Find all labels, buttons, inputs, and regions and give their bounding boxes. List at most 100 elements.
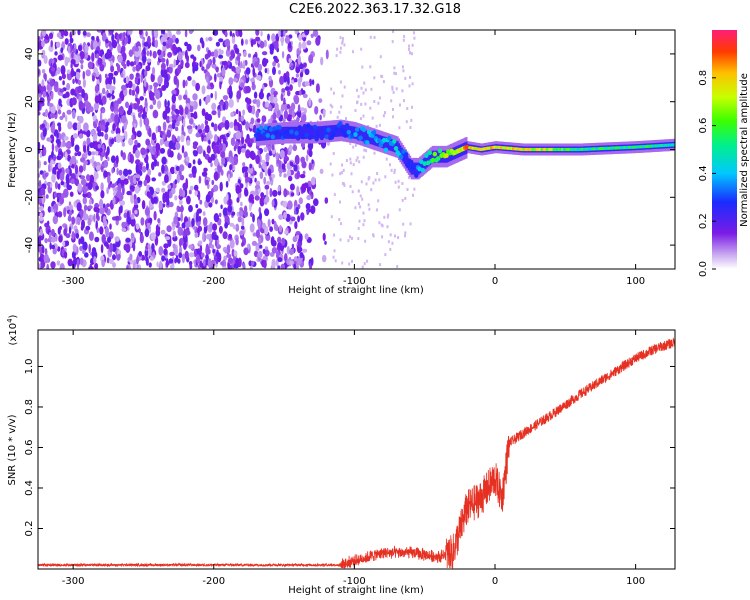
noise-speck xyxy=(211,122,215,128)
noise-speck xyxy=(102,87,106,95)
noise-speck xyxy=(214,199,218,205)
noise-speck xyxy=(146,50,150,57)
noise-speck xyxy=(65,114,68,122)
noise-speck xyxy=(349,235,351,239)
noise-speck xyxy=(199,199,203,205)
noise-speck xyxy=(184,250,189,260)
noise-speck xyxy=(260,192,265,198)
noise-speck xyxy=(338,218,341,221)
noise-speck xyxy=(87,218,92,226)
noise-speck xyxy=(192,173,196,178)
noise-speck xyxy=(39,228,44,236)
signal-point xyxy=(343,133,348,138)
noise-speck xyxy=(135,97,138,102)
noise-speck xyxy=(99,207,105,215)
noise-speck xyxy=(161,156,167,165)
noise-speck xyxy=(233,250,238,257)
noise-speck xyxy=(281,51,285,59)
noise-speck xyxy=(262,163,266,170)
noise-speck xyxy=(74,58,80,65)
signal-band xyxy=(260,128,263,141)
noise-speck xyxy=(85,225,91,231)
noise-speck xyxy=(103,241,109,247)
noise-speck xyxy=(133,198,138,206)
noise-speck xyxy=(109,223,112,230)
signal-point xyxy=(436,156,441,161)
noise-speck xyxy=(354,143,357,147)
noise-speck xyxy=(72,48,76,54)
noise-speck xyxy=(289,260,294,265)
noise-speck xyxy=(300,156,306,164)
signal-point xyxy=(371,130,377,135)
noise-speck xyxy=(175,142,181,151)
noise-speck xyxy=(303,62,307,68)
noise-speck xyxy=(303,37,306,42)
noise-speck xyxy=(97,144,102,149)
noise-speck xyxy=(151,161,155,171)
noise-speck xyxy=(122,31,126,38)
noise-speck xyxy=(309,78,312,87)
noise-speck xyxy=(275,152,279,160)
noise-speck xyxy=(373,36,376,39)
noise-speck xyxy=(159,147,166,154)
noise-speck xyxy=(254,195,260,201)
noise-speck xyxy=(136,256,139,265)
signal-band xyxy=(303,126,306,139)
x-tick-label: 0 xyxy=(492,276,498,287)
noise-speck xyxy=(127,169,132,175)
noise-speck xyxy=(362,155,365,159)
noise-speck xyxy=(365,182,368,186)
noise-speck xyxy=(185,156,190,163)
noise-speck xyxy=(107,92,112,98)
noise-speck xyxy=(402,65,404,69)
noise-speck xyxy=(242,262,246,269)
x-tick-label: 100 xyxy=(626,576,645,587)
noise-speck xyxy=(288,57,293,64)
noise-speck xyxy=(57,109,62,115)
noise-speck xyxy=(69,191,74,197)
noise-speck xyxy=(125,101,129,109)
signal-point xyxy=(425,160,431,166)
noise-speck xyxy=(157,125,162,133)
noise-speck xyxy=(222,95,229,101)
noise-speck xyxy=(304,233,309,240)
signal-point xyxy=(398,154,404,160)
noise-speck xyxy=(193,248,197,258)
noise-speck xyxy=(264,195,270,203)
noise-speck xyxy=(339,200,341,204)
noise-speck xyxy=(297,104,301,113)
noise-speck xyxy=(281,237,286,246)
noise-speck xyxy=(411,43,414,47)
noise-speck xyxy=(65,240,70,247)
colorbar-tick-label: 0.8 xyxy=(698,70,709,86)
noise-speck xyxy=(235,223,240,232)
noise-speck xyxy=(123,212,128,219)
noise-speck xyxy=(165,258,169,268)
noise-speck xyxy=(179,238,182,248)
noise-speck xyxy=(214,90,217,101)
signal-point xyxy=(285,133,291,138)
noise-speck xyxy=(238,30,242,37)
noise-speck xyxy=(89,263,93,269)
noise-speck xyxy=(289,248,294,256)
signal-band xyxy=(383,136,386,149)
noise-speck xyxy=(43,161,47,166)
noise-speck xyxy=(148,262,152,268)
noise-speck xyxy=(404,234,406,238)
noise-speck xyxy=(205,76,209,83)
noise-speck xyxy=(302,93,308,99)
noise-speck xyxy=(231,36,236,44)
noise-speck xyxy=(369,65,372,69)
noise-speck xyxy=(264,58,269,64)
noise-speck xyxy=(65,91,70,98)
noise-speck xyxy=(341,94,344,98)
noise-speck xyxy=(141,166,147,173)
noise-speck xyxy=(151,66,156,76)
noise-speck xyxy=(240,82,245,88)
noise-speck xyxy=(72,133,78,139)
noise-speck xyxy=(145,138,151,146)
noise-speck xyxy=(50,228,55,237)
noise-speck xyxy=(135,264,138,269)
noise-speck xyxy=(255,154,260,165)
signal-point xyxy=(272,126,277,131)
